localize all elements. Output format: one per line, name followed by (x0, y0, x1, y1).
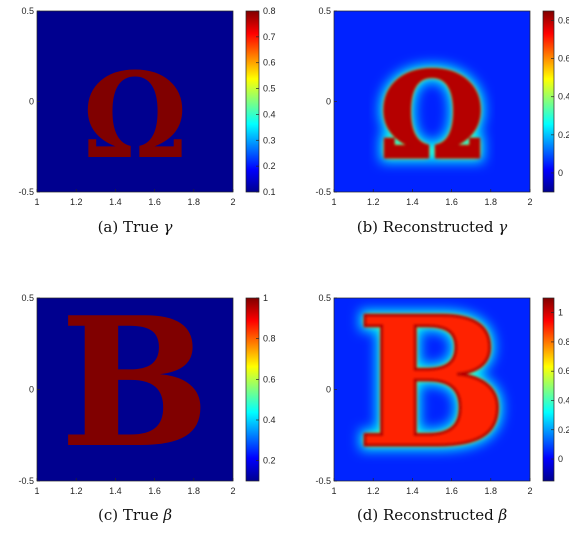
field-background-b (334, 11, 530, 192)
inclusion-shape-c: B (60, 278, 210, 487)
field-background-a (37, 11, 233, 192)
x-tick-label: 1.4 (109, 197, 122, 207)
colorbar-tick-label: 0 (558, 168, 563, 178)
colorbar-tick-label: 0.6 (263, 58, 276, 68)
colorbar-tick-label: 0.8 (263, 334, 276, 344)
x-tick-label: 1.8 (485, 486, 498, 496)
x-tick-label: 1.8 (188, 197, 201, 207)
colorbar-tick-label: 1 (263, 293, 268, 303)
colorbar-c (246, 298, 259, 481)
y-tick-label: 0 (29, 97, 34, 107)
colorbar-tick-label: 0.6 (558, 54, 569, 64)
y-tick-label: 0.5 (318, 6, 331, 16)
x-tick-label: 1.2 (367, 486, 380, 496)
caption-a: (a) True γ (98, 218, 173, 236)
y-tick-label: -0.5 (315, 187, 331, 197)
x-tick-label: 1.4 (406, 197, 419, 207)
colorbar-tick-label: 0.4 (558, 92, 569, 102)
caption-symbol-d: β (497, 506, 507, 524)
colorbar-tick-label: 0.3 (263, 135, 276, 145)
panel-c: B 1 1.2 1.4 1.6 1.8 2 -0.5 0 0.5 0.2 0.4 0.6 0.8 1 (c) … (18, 278, 275, 524)
caption-symbol-c: β (162, 506, 172, 524)
reconstruction-mid-d: B (357, 278, 507, 487)
x-tick-label: 1.8 (485, 197, 498, 207)
reconstruction-core-d: B (357, 278, 507, 487)
y-tick-label: 0 (326, 97, 331, 107)
x-tick-label: 2 (230, 197, 235, 207)
y-tick-label: -0.5 (18, 476, 34, 486)
reconstruction-core-b: Ω (379, 46, 484, 185)
field-background-d (334, 298, 530, 481)
colorbar-tick-label: 1 (558, 308, 563, 318)
reconstruction-mid-b: Ω (379, 46, 484, 185)
colorbar-d (543, 298, 554, 481)
colorbar-tick-label: 0.8 (558, 337, 569, 347)
colorbar-tick-label: 0.8 (263, 6, 276, 16)
colorbar-tick-label: 0.5 (263, 84, 276, 94)
y-tick-label: 0.5 (21, 293, 34, 303)
x-tick-label: 1.4 (406, 486, 419, 496)
colorbar-tick-label: 0.2 (263, 161, 276, 171)
y-tick-label: -0.5 (315, 476, 331, 486)
colorbar-tick-label: 0.4 (263, 415, 276, 425)
y-tick-label: 0.5 (21, 6, 34, 16)
colorbar-tick-label: 0 (558, 454, 563, 464)
y-tick-label: 0 (326, 385, 331, 395)
colorbar-tick-label: 0.2 (263, 456, 276, 466)
caption-b: (b) Reconstructed γ (357, 218, 508, 236)
x-tick-label: 1 (34, 486, 39, 496)
caption-symbol-b: γ (498, 218, 507, 236)
x-tick-label: 1.2 (70, 486, 83, 496)
y-tick-label: -0.5 (18, 187, 34, 197)
colorbar-tick-label: 0.7 (263, 32, 276, 42)
colorbar-tick-label: 0.2 (558, 130, 569, 140)
colorbar-tick-label: 0.2 (558, 425, 569, 435)
colorbar-tick-label: 0.4 (263, 109, 276, 119)
colorbar-tick-label: 0.6 (558, 366, 569, 376)
colorbar-a (246, 11, 259, 192)
colorbar-b (543, 11, 554, 192)
colorbar-tick-label: 0.6 (263, 374, 276, 384)
x-tick-label: 2 (527, 197, 532, 207)
x-tick-label: 1.6 (148, 486, 161, 496)
reconstruction-halo-b: Ω (379, 46, 484, 185)
x-tick-label: 1 (34, 197, 39, 207)
y-tick-label: 0 (29, 385, 34, 395)
x-tick-label: 2 (527, 486, 532, 496)
colorbar-tick-label: 0.8 (558, 16, 569, 26)
x-tick-label: 1.6 (148, 197, 161, 207)
panel-a: Ω 1 1.2 1.4 1.6 1.8 2 -0.5 0 0.5 0.1 0.2 0.3 0.4 0.5 0.… (18, 6, 275, 236)
x-tick-label: 1.6 (445, 486, 458, 496)
x-tick-label: 1.2 (70, 197, 83, 207)
x-tick-label: 1 (331, 486, 336, 496)
field-background-c (37, 298, 233, 481)
caption-c: (c) True β (98, 506, 172, 524)
x-tick-label: 1.8 (188, 486, 201, 496)
x-tick-label: 2 (230, 486, 235, 496)
colorbar-tick-label: 0.4 (558, 395, 569, 405)
inclusion-shape-a: Ω (82, 46, 187, 185)
reconstruction-halo-d: B (357, 278, 507, 487)
x-tick-label: 1 (331, 197, 336, 207)
x-tick-label: 1.4 (109, 486, 122, 496)
y-tick-label: 0.5 (318, 293, 331, 303)
colorbar-tick-label: 0.1 (263, 187, 276, 197)
x-tick-label: 1.6 (445, 197, 458, 207)
caption-symbol-a: γ (163, 218, 172, 236)
x-tick-label: 1.2 (367, 197, 380, 207)
caption-d: (d) Reconstructed β (357, 506, 508, 524)
